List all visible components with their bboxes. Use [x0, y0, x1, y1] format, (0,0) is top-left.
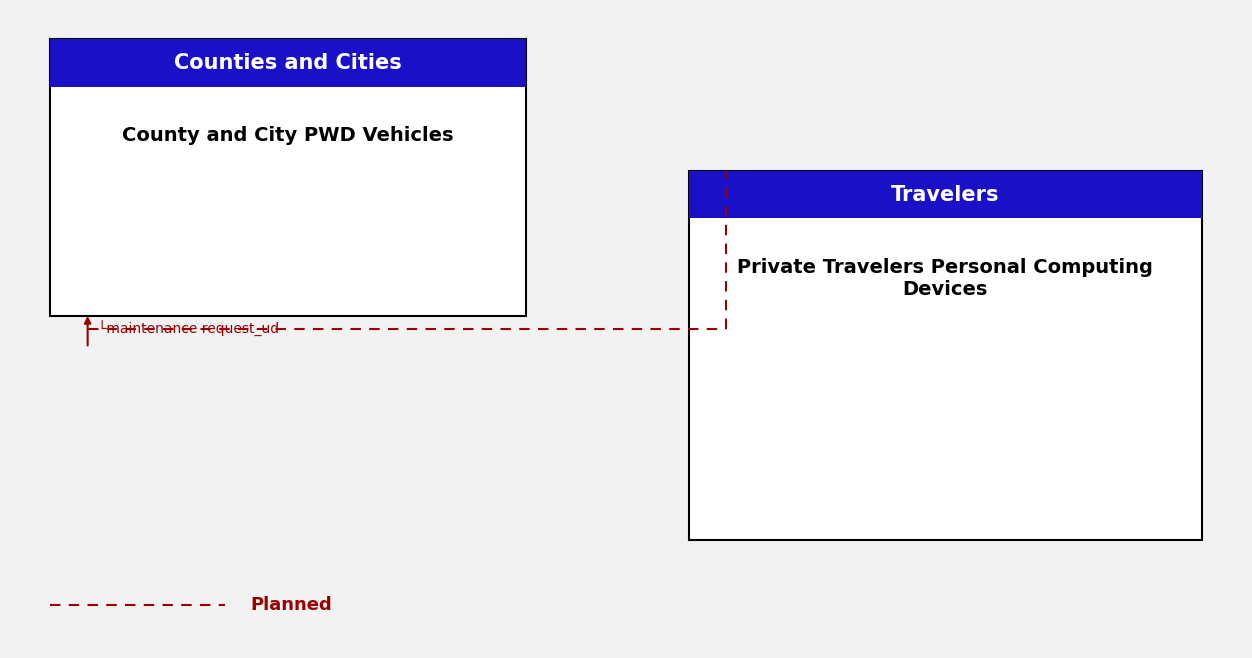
Text: Planned: Planned	[250, 596, 332, 615]
Bar	[689, 171, 1202, 540]
Text: Counties and Cities: Counties and Cities	[174, 53, 402, 73]
Text: Private Travelers Personal Computing
Devices: Private Travelers Personal Computing Dev…	[737, 258, 1153, 299]
Bar	[50, 39, 526, 316]
Text: County and City PWD Vehicles: County and City PWD Vehicles	[123, 126, 453, 145]
Text: └maintenance request_ud: └maintenance request_ud	[98, 321, 279, 337]
Text: Travelers: Travelers	[891, 185, 999, 205]
Bar	[50, 39, 526, 87]
Bar	[689, 171, 1202, 218]
